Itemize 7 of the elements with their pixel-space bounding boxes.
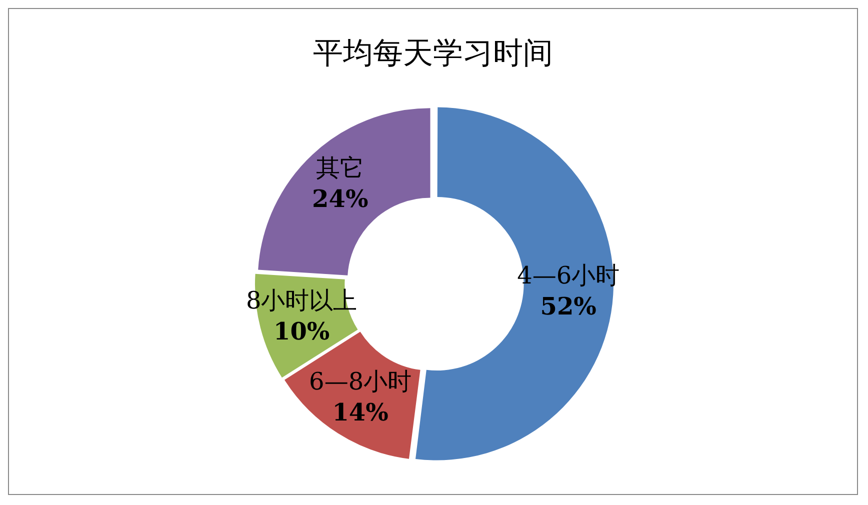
data-label: 10% — [274, 316, 330, 346]
data-label: 24% — [312, 184, 368, 213]
data-label: 52% — [540, 291, 597, 320]
slice-label: 其它 — [316, 154, 364, 182]
data-label: 14% — [332, 397, 389, 426]
chart-title: 平均每天学习时间 — [313, 36, 553, 71]
slice-label: 6—8小时 — [309, 367, 412, 396]
